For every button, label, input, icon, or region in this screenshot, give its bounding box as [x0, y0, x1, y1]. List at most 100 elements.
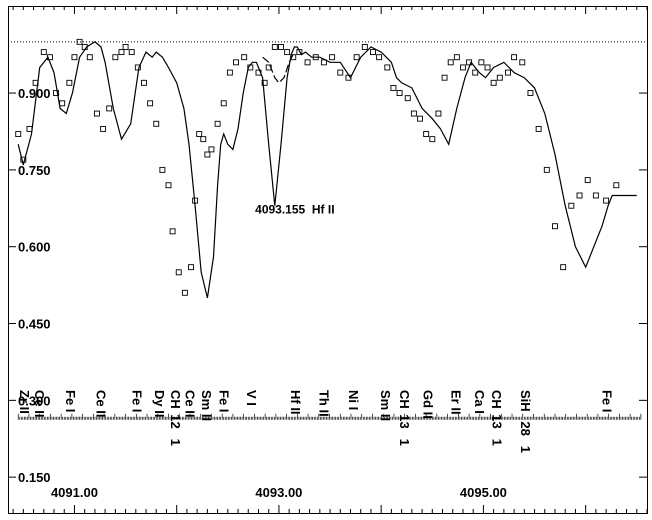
line-label: V I	[244, 390, 259, 406]
data-point	[603, 197, 610, 204]
data-point	[447, 59, 454, 66]
data-point	[15, 131, 22, 137]
data-point	[76, 38, 83, 45]
line-label: Sm II	[199, 390, 214, 421]
data-point	[181, 289, 188, 296]
data-point	[220, 100, 227, 107]
line-label: Sm II	[378, 390, 393, 421]
data-point	[592, 192, 599, 199]
data-point	[46, 54, 53, 61]
data-point	[100, 125, 107, 132]
data-point	[312, 54, 319, 61]
data-point	[196, 131, 203, 137]
data-point	[208, 146, 215, 153]
line-label: Ce II	[32, 390, 47, 417]
data-point	[613, 182, 620, 189]
line-label: SiH	[518, 390, 533, 412]
bottom-axis-ticks	[12, 505, 648, 513]
data-point	[128, 49, 135, 56]
data-point	[384, 64, 391, 71]
y-tick-label: 0.900	[18, 86, 51, 101]
data-point	[261, 79, 268, 86]
y-tick-label: 0.600	[18, 240, 51, 255]
line-label-sub: 28	[518, 421, 533, 435]
x-tick-label: 4095.00	[460, 485, 507, 500]
data-point	[453, 54, 460, 61]
line-label: Gd II	[421, 390, 436, 419]
data-point	[484, 64, 491, 71]
data-point	[66, 79, 73, 86]
data-point	[112, 54, 119, 61]
line-label-sub: 12	[168, 414, 183, 428]
data-point	[511, 54, 518, 61]
data-point	[390, 84, 397, 91]
data-point	[159, 166, 166, 173]
data-point	[552, 223, 558, 230]
data-point	[304, 59, 311, 66]
data-point	[106, 105, 113, 112]
data-point	[345, 74, 352, 81]
synthetic-spectrum-no-hf	[262, 51, 295, 84]
data-point	[519, 59, 526, 66]
line-label: Ca I	[472, 390, 487, 414]
y-tick-label: 0.300	[18, 393, 51, 408]
data-point	[204, 151, 211, 158]
data-point	[429, 136, 436, 143]
line-label: CH	[168, 390, 183, 409]
data-point	[472, 69, 479, 76]
line-label: Fe I	[216, 390, 231, 412]
data-point	[423, 131, 430, 137]
data-point	[271, 44, 278, 50]
data-point	[265, 64, 272, 71]
data-point	[496, 74, 503, 81]
data-point	[560, 264, 567, 271]
line-label: Zr II	[17, 390, 32, 414]
line-label: Ce II	[94, 390, 109, 417]
data-point	[192, 197, 199, 204]
y-axis-ticks: 0.900 0.750 0.600 0.450 0.300 0.150	[8, 86, 647, 485]
data-point	[255, 69, 262, 76]
data-point	[410, 110, 417, 117]
line-label: Fe I	[129, 390, 144, 412]
data-point	[370, 49, 376, 56]
line-label: Hf II	[288, 390, 303, 415]
data-point	[233, 59, 239, 66]
x-axis-tick-labels: 4091.00 4093.00 4095.00	[51, 485, 507, 500]
data-point	[71, 54, 78, 61]
data-point	[466, 59, 473, 66]
data-point	[59, 100, 66, 107]
y-tick-label: 0.450	[18, 317, 51, 332]
data-point	[290, 54, 297, 61]
line-label-sub: 1	[168, 439, 183, 446]
data-point	[53, 90, 60, 97]
y-tick-label: 0.150	[18, 470, 51, 485]
data-point	[435, 110, 442, 117]
data-point	[376, 54, 383, 61]
data-point	[26, 125, 33, 132]
data-point	[361, 44, 368, 50]
data-point	[169, 228, 176, 235]
data-point	[284, 49, 291, 56]
data-point	[86, 54, 93, 61]
line-label: Er II	[448, 390, 463, 415]
data-point	[278, 44, 284, 50]
data-point	[165, 182, 172, 189]
data-point	[478, 59, 485, 66]
data-point	[188, 264, 194, 271]
line-label-sub: 1	[489, 439, 504, 446]
data-point	[535, 125, 542, 132]
data-point	[241, 54, 248, 61]
data-point	[134, 64, 141, 71]
data-point	[329, 54, 336, 61]
data-point	[460, 64, 466, 71]
data-point	[441, 74, 448, 81]
data-point	[81, 44, 88, 50]
line-label: Fe I	[63, 390, 78, 412]
data-point	[175, 269, 182, 276]
x-tick-label: 4093.00	[255, 485, 302, 500]
data-point	[543, 166, 550, 173]
data-point	[337, 69, 344, 76]
line-label-sub: 1	[397, 439, 412, 446]
data-point	[576, 192, 583, 199]
